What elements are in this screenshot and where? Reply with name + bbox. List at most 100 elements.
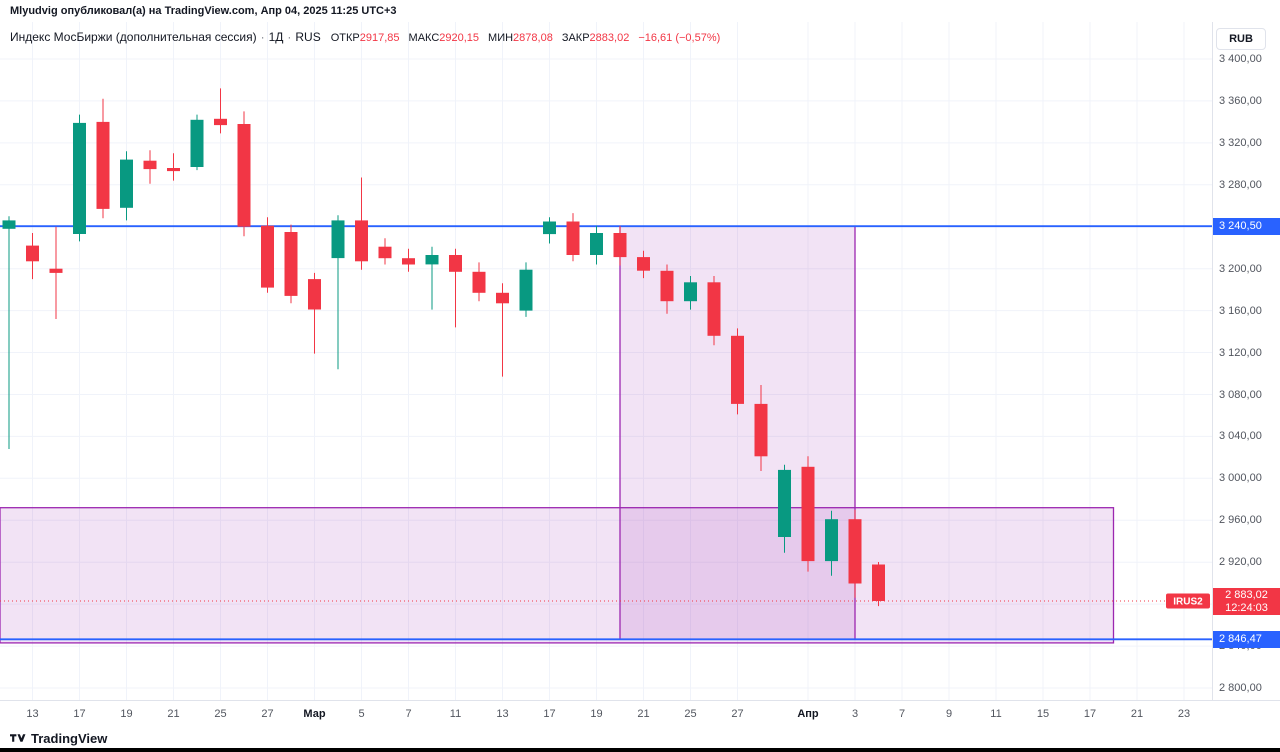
time-tick-label: 11 (990, 708, 1002, 720)
time-axis[interactable]: 13 17 19 21 25 27 Мар 5 7 11 13 17 19 21 25 27 Апр 3 7 9 11 1… (0, 700, 1280, 728)
exchange-label: RUS (295, 30, 321, 44)
time-tick-label: 17 (73, 708, 86, 720)
ohlc-pair: ОТКР2917,85 (331, 32, 400, 44)
candle (825, 510, 838, 576)
candle (449, 248, 462, 328)
candle (378, 238, 392, 265)
price-axis[interactable]: RUB 3 400,00 3 360,00 3 320,00 3 280,00 3 20… (1212, 22, 1280, 700)
candle (496, 283, 509, 377)
candle (402, 248, 415, 272)
ohlc-label: МАКС (408, 32, 440, 44)
price-tick-label: 3 280,00 (1219, 178, 1262, 191)
candle (261, 217, 274, 293)
tradingview-logo-icon[interactable] (10, 731, 26, 745)
time-tick-label: 27 (731, 708, 744, 720)
last-price-value: 2 883,02 (1225, 588, 1268, 601)
time-tick-label: 21 (1130, 708, 1144, 720)
ohlc-label: МИН (488, 32, 514, 44)
price-level-badge-upper: 3 240,50 (1213, 217, 1280, 235)
ohlc-value: 2878,08 (513, 32, 553, 44)
ohlc-value: 2917,85 (359, 32, 400, 44)
candle (754, 385, 768, 471)
chart-legend: Индекс МосБиржи (дополнительная сессия) ·… (10, 30, 720, 46)
price-range-box[interactable] (0, 507, 1115, 644)
time-tick-label: 25 (684, 708, 697, 720)
price-tick-label: 2 920,00 (1219, 556, 1262, 569)
candle (590, 225, 603, 265)
candle (472, 262, 486, 302)
time-tick-label: 25 (214, 708, 227, 720)
price-tick-label: 2 960,00 (1219, 514, 1262, 527)
candle (778, 464, 791, 553)
candle (143, 150, 157, 184)
time-tick-label: 21 (167, 708, 180, 720)
ohlc-label: ЗАКР (561, 32, 590, 44)
candle (848, 509, 862, 598)
change-readout: −16,61 (−0,57%) (638, 32, 721, 44)
candle (707, 276, 721, 346)
last-price-countdown: 12:24:03 (1225, 601, 1268, 614)
published-by-text: Mlyudvig опубликовал(а) на TradingView.c… (10, 5, 397, 17)
ohlc-pair: МАКС2920,15 (409, 32, 480, 44)
time-tick-label: 17 (1083, 708, 1097, 720)
candle (190, 114, 204, 171)
time-tick-label: 19 (590, 708, 603, 720)
candle (519, 262, 533, 317)
currency-button[interactable]: RUB (1216, 28, 1266, 50)
time-tick-label: 7 (405, 708, 412, 720)
footer-bar: TradingView (0, 728, 1280, 748)
price-tick-label: 3 160,00 (1219, 304, 1262, 317)
candlestick-chart[interactable]: IRUS2 (0, 22, 1212, 700)
time-tick-label: 19 (120, 708, 133, 720)
candle (613, 225, 627, 266)
ohlc-pair: ЗАКР2883,02 (562, 32, 630, 44)
candle (684, 276, 697, 310)
candle (566, 213, 580, 262)
time-tick-label: 21 (637, 708, 650, 720)
time-tick-label: Апр (797, 708, 819, 720)
candle (49, 226, 63, 319)
candle (96, 98, 110, 219)
legend-separator: · (287, 30, 292, 44)
ohlc-value: 2883,02 (589, 32, 630, 44)
candle (2, 216, 16, 449)
symbol-price-tag-label: IRUS2 (1173, 597, 1203, 608)
candle (120, 151, 133, 221)
time-tick-label: 23 (1177, 708, 1191, 720)
time-tick-label: 5 (358, 708, 365, 720)
last-price-badge: 2 883,02 12:24:03 (1213, 587, 1280, 615)
symbol-price-tag (1166, 593, 1210, 609)
candle (73, 114, 86, 242)
candle (543, 217, 556, 244)
price-tick-label: 3 400,00 (1219, 53, 1262, 65)
price-tick-label: 3 200,00 (1219, 262, 1262, 275)
price-tick-label: 3 000,00 (1219, 472, 1262, 485)
chart-pane[interactable]: IRUS2 Индекс МосБиржи (дополнительная се… (0, 22, 1212, 700)
candle (660, 264, 674, 314)
time-tick-label: 3 (851, 708, 859, 720)
ohlc-readout: ОТКР2917,85 МАКС2920,15 МИН2878,08 ЗАКР2883… (331, 32, 639, 44)
candle (801, 456, 815, 572)
time-tick-label: 17 (543, 708, 556, 720)
time-tick-label: 13 (26, 708, 39, 720)
candle (731, 328, 744, 415)
ohlc-value: 2920,15 (439, 32, 480, 44)
ohlc-label: ОТКР (330, 32, 360, 44)
bottom-strip (0, 748, 1280, 752)
time-tick-label: Мар (303, 708, 326, 720)
time-tick-label: 9 (945, 708, 953, 720)
candle (331, 215, 345, 370)
ohlc-pair: МИН2878,08 (488, 32, 553, 44)
candle (637, 250, 650, 279)
published-bar: Mlyudvig опубликовал(а) на TradingView.c… (0, 0, 1280, 22)
candle (308, 272, 321, 354)
time-tick-label: 15 (1036, 708, 1050, 720)
candle (284, 224, 298, 304)
date-range-box[interactable] (619, 225, 856, 640)
symbol-title: Индекс МосБиржи (дополнительная сессия) (10, 30, 257, 44)
candle (872, 562, 885, 607)
tradingview-brand[interactable]: TradingView (31, 730, 108, 746)
price-tick-label: 3 120,00 (1219, 346, 1262, 359)
interval-label: 1Д (268, 30, 284, 44)
